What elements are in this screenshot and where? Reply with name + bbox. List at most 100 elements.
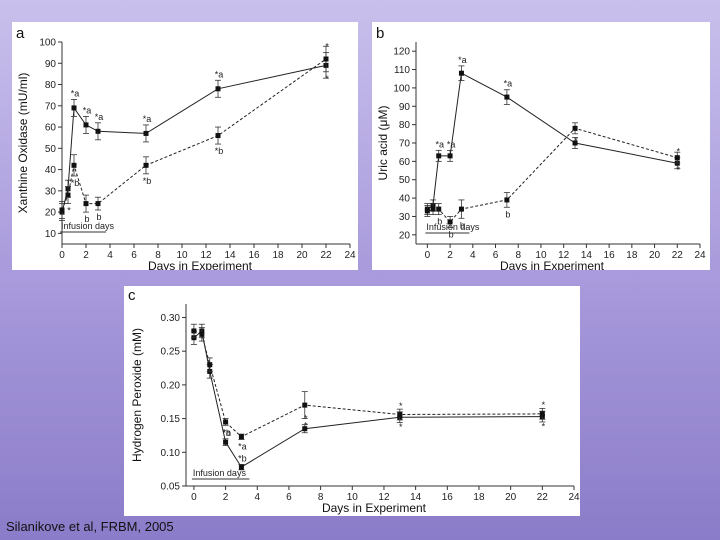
x-tick-label: 20 (505, 492, 517, 503)
data-point-dashed (65, 192, 71, 198)
significance-label: *a (95, 112, 104, 122)
data-point-solid (238, 464, 244, 470)
x-tick-label: 2 (223, 492, 229, 503)
x-tick-label: 14 (224, 250, 236, 261)
data-point-dashed (323, 56, 329, 62)
y-tick-label: 70 (399, 139, 411, 150)
data-point-dashed (59, 207, 65, 213)
x-tick-label: 22 (320, 250, 332, 261)
y-tick-label: 10 (45, 229, 57, 240)
y-tick-label: 100 (39, 38, 56, 49)
data-point-dashed (447, 219, 453, 225)
x-tick-label: 2 (83, 250, 89, 261)
significance-label: * (574, 126, 578, 136)
y-tick-label: 0.20 (161, 380, 181, 391)
data-point-solid (83, 122, 89, 128)
data-point-solid (223, 439, 229, 445)
significance-label: *a (71, 88, 80, 98)
citation-credit: Silanikove et al, FRBM, 2005 (6, 519, 174, 534)
x-tick-label: 20 (296, 250, 308, 261)
significance-label: * (325, 74, 329, 84)
data-point-dashed (436, 206, 442, 212)
significance-label: *b (222, 428, 231, 438)
panel-label-a: a (16, 25, 25, 42)
y-tick-label: 0.30 (161, 313, 181, 324)
data-point-dashed (207, 362, 213, 368)
data-point-solid (215, 86, 221, 92)
y-tick-label: 60 (45, 123, 57, 134)
x-tick-label: 18 (626, 250, 638, 261)
x-tick-label: 4 (470, 250, 476, 261)
x-tick-label: 6 (286, 492, 292, 503)
series-line-solid (61, 64, 327, 213)
data-point-dashed (572, 125, 578, 131)
data-point-dashed (83, 201, 89, 207)
y-tick-label: 70 (45, 101, 57, 112)
y-tick-label: 50 (399, 175, 411, 186)
y-axis-title: Xanthine Oxidase (mU/ml) (16, 73, 30, 214)
series-line-dashed (61, 58, 327, 211)
significance-label: *b (143, 176, 152, 186)
significance-label: *b (71, 178, 80, 188)
data-point-dashed (223, 419, 229, 425)
significance-label: * (67, 206, 71, 216)
y-tick-label: 120 (393, 47, 410, 58)
significance-label: *b (238, 453, 247, 463)
data-point-dashed (397, 412, 403, 418)
x-tick-label: 12 (378, 492, 390, 503)
significance-label: *a (435, 139, 444, 149)
x-tick-label: 10 (347, 492, 359, 503)
data-point-dashed (458, 206, 464, 212)
x-tick-label: 8 (155, 250, 161, 261)
y-axis-title: Hydrogen Peroxide (mM) (130, 328, 144, 462)
x-tick-label: 24 (694, 250, 706, 261)
data-point-solid (572, 140, 578, 146)
data-point-solid (143, 130, 149, 136)
significance-label: b (84, 214, 89, 224)
x-tick-label: 4 (254, 492, 260, 503)
significance-label: b (505, 209, 510, 219)
x-tick-label: 16 (442, 492, 454, 503)
panel-b-uric-acid: b 20 30 40 50 60 70 80 90 100 110 120 0 2 4 6 8 10 12 14 16 1… (372, 22, 710, 270)
panel-label-b: b (376, 25, 384, 42)
y-tick-label: 40 (45, 165, 57, 176)
significance-label: *a (143, 114, 152, 124)
x-tick-label: 24 (344, 250, 356, 261)
x-tick-label: 20 (649, 250, 661, 261)
y-tick-label: 80 (45, 80, 57, 91)
x-tick-label: 4 (107, 250, 113, 261)
y-tick-label: 30 (399, 212, 411, 223)
data-point-dashed (71, 162, 77, 168)
x-tick-label: 16 (604, 250, 616, 261)
data-point-dashed (199, 331, 205, 337)
infusion-days-label: Infusion days (426, 222, 480, 232)
x-tick-label: 16 (248, 250, 260, 261)
y-tick-label: 50 (45, 144, 57, 155)
series-line-dashed (427, 127, 678, 223)
data-point-dashed (238, 434, 244, 440)
x-tick-label: 22 (537, 492, 549, 503)
x-tick-label: 10 (535, 250, 547, 261)
x-tick-label: 8 (515, 250, 521, 261)
data-point-solid (504, 94, 510, 100)
data-point-dashed (302, 402, 308, 408)
data-point-dashed (95, 201, 101, 207)
significance-label: *a (215, 69, 224, 79)
x-tick-label: 22 (672, 250, 684, 261)
x-tick-label: 18 (272, 250, 284, 261)
significance-label: *a (447, 139, 456, 149)
significance-label: * (304, 421, 308, 431)
y-tick-label: 20 (399, 230, 411, 241)
y-tick-label: 0.05 (161, 482, 181, 493)
significance-label: * (399, 422, 403, 432)
y-tick-label: 0.25 (161, 347, 181, 358)
significance-label: *a (83, 105, 92, 115)
significance-label: * (677, 147, 681, 157)
x-axis-title: Days in Experiment (148, 259, 253, 270)
significance-label: *a (222, 427, 231, 437)
significance-label: * (677, 165, 681, 175)
y-tick-label: 100 (393, 83, 410, 94)
infusion-days-label: Infusion days (61, 221, 115, 231)
series-line-solid (427, 72, 678, 210)
